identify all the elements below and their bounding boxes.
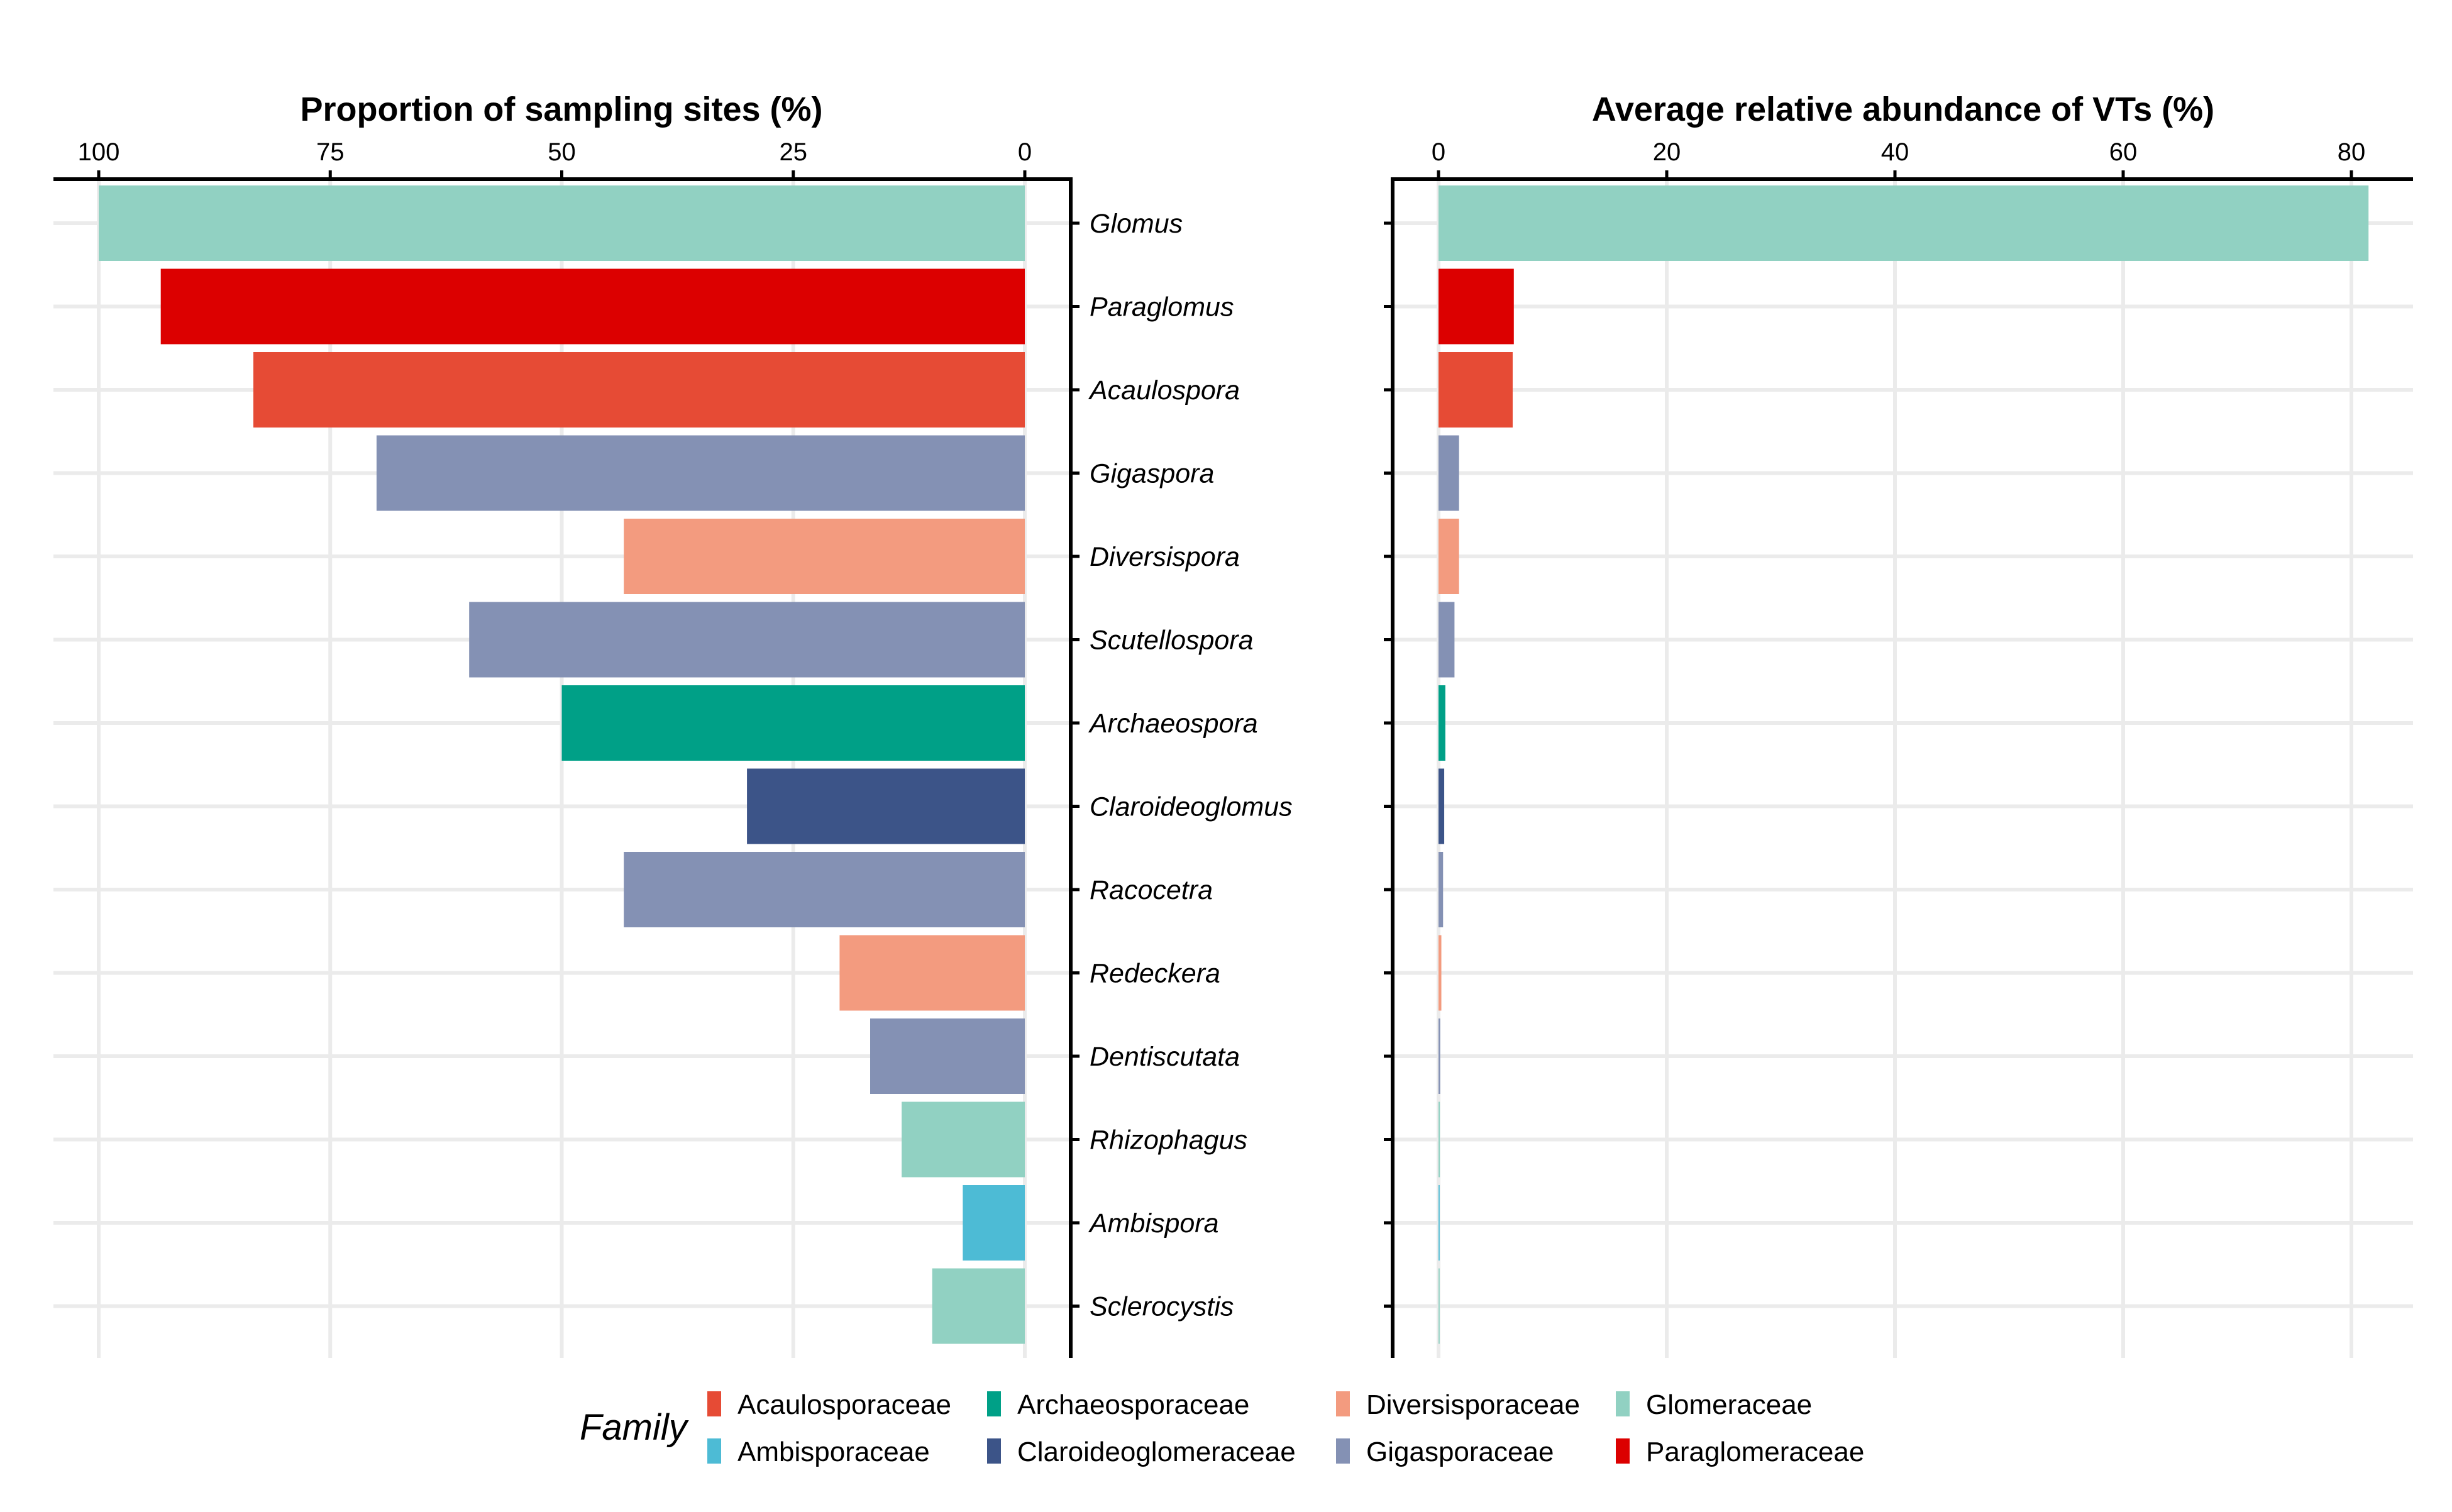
left-bar-racocetra	[624, 852, 1025, 927]
left-x-tick-label: 75	[316, 138, 345, 166]
right-x-tick-label: 0	[1432, 138, 1445, 166]
genus-label-scutellospora: Scutellospora	[1090, 626, 1254, 656]
left-panel-title: Proportion of sampling sites (%)	[300, 91, 822, 128]
left-x-tick-label: 0	[1018, 138, 1032, 166]
left-bar-archaeospora	[561, 685, 1025, 761]
genus-label-ambispora: Ambispora	[1088, 1208, 1219, 1239]
left-panel-sampling-sites: 100 75 50 25 0 Proportion of sampling sites (…	[53, 91, 1080, 1358]
genus-label-rhizophagus: Rhizophagus	[1090, 1125, 1247, 1156]
left-x-tick-label: 50	[548, 138, 576, 166]
genus-label-sclerocystis: Sclerocystis	[1090, 1292, 1234, 1322]
genus-label-acaulospora: Acaulospora	[1088, 375, 1240, 406]
right-bar-diversispora	[1439, 519, 1459, 594]
legend-label: Diversisporaceae	[1366, 1389, 1580, 1420]
right-bar-rhizophagus	[1439, 1101, 1440, 1178]
right-bar-racocetra	[1439, 852, 1444, 927]
legend-label: Archaeosporaceae	[1017, 1389, 1249, 1420]
genus-label-dentiscutata: Dentiscutata	[1090, 1042, 1240, 1072]
left-bar-dentiscutata	[870, 1018, 1025, 1094]
legend-swatch	[987, 1391, 1001, 1416]
right-bar-claroideoglomus	[1439, 768, 1445, 844]
legend-label: Ambisporaceae	[737, 1437, 930, 1467]
left-bar-ambispora	[963, 1185, 1025, 1261]
legend-swatch	[707, 1391, 721, 1416]
right-bar-glomus	[1439, 185, 2369, 261]
legend-swatch	[1616, 1438, 1630, 1464]
left-bar-acaulospora	[253, 352, 1025, 428]
family-legend: Family Acaulosporaceae Ambisporaceae Archae…	[580, 1389, 1864, 1467]
right-bar-paraglomus	[1439, 268, 1514, 345]
right-bar-acaulospora	[1439, 352, 1513, 428]
left-bar-paraglomus	[160, 268, 1025, 345]
legend-swatch	[987, 1438, 1001, 1464]
left-x-tick-label: 100	[78, 138, 120, 166]
legend-label: Acaulosporaceae	[737, 1389, 951, 1420]
left-bar-gigaspora	[376, 435, 1025, 511]
left-bar-rhizophagus	[902, 1101, 1025, 1178]
genus-label-claroideoglomus: Claroideoglomus	[1090, 792, 1293, 822]
right-x-tick-label: 80	[2338, 138, 2366, 166]
legend-swatch	[707, 1438, 721, 1464]
genus-label-gigaspora: Gigaspora	[1090, 459, 1214, 489]
left-bar-glomus	[99, 185, 1025, 261]
right-bar-ambispora	[1439, 1185, 1440, 1261]
legend-label: Gigasporaceae	[1366, 1437, 1554, 1467]
left-bar-redeckera	[839, 935, 1025, 1011]
right-bar-redeckera	[1439, 935, 1442, 1011]
left-bar-claroideoglomus	[747, 768, 1025, 844]
right-bar-archaeospora	[1439, 685, 1445, 761]
genus-label-redeckera: Redeckera	[1090, 959, 1220, 989]
legend-title: Family	[580, 1407, 689, 1448]
genus-label-glomus: Glomus	[1090, 209, 1183, 239]
left-bar-scutellospora	[469, 602, 1025, 678]
left-x-tick-label: 25	[780, 138, 808, 166]
right-x-tick-label: 40	[1881, 138, 1909, 166]
legend-label: Claroideoglomeraceae	[1017, 1437, 1296, 1467]
legend-swatch	[1336, 1438, 1350, 1464]
right-bar-gigaspora	[1439, 435, 1459, 511]
legend-label: Glomeraceae	[1646, 1389, 1812, 1420]
right-bar-scutellospora	[1439, 602, 1455, 678]
left-bar-sclerocystis	[932, 1268, 1025, 1344]
right-panel-title: Average relative abundance of VTs (%)	[1592, 91, 2214, 128]
genus-label-diversispora: Diversispora	[1090, 542, 1240, 572]
legend-label: Paraglomeraceae	[1646, 1437, 1864, 1467]
right-bar-sclerocystis	[1439, 1268, 1440, 1344]
legend-swatch	[1616, 1391, 1630, 1416]
genus-label-racocetra: Racocetra	[1090, 875, 1213, 905]
right-x-tick-label: 60	[2109, 138, 2138, 166]
genus-label-column: Glomus Paraglomus Acaulospora Gigaspora Dive…	[1088, 209, 1293, 1322]
right-x-tick-label: 20	[1653, 138, 1681, 166]
left-bar-diversispora	[624, 519, 1025, 594]
right-panel-relative-abundance: 0 20 40 60 80 Average relative abundance of V…	[1384, 91, 2413, 1358]
right-bar-dentiscutata	[1439, 1018, 1440, 1094]
genus-label-archaeospora: Archaeospora	[1088, 709, 1258, 739]
legend-swatch	[1336, 1391, 1350, 1416]
genus-label-paraglomus: Paraglomus	[1090, 292, 1234, 323]
